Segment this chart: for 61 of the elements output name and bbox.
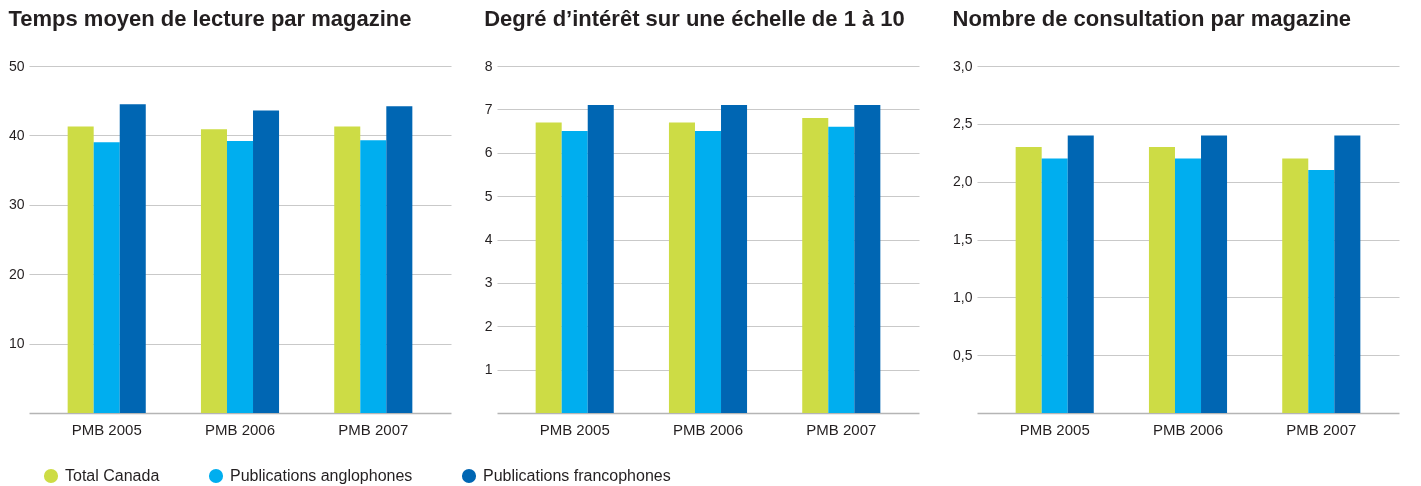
y-tick-label: 3 (484, 274, 493, 291)
bar (360, 140, 387, 413)
y-tick-label: 30 (8, 196, 25, 213)
bar (1174, 158, 1202, 413)
y-tick-label: 20 (8, 265, 25, 282)
chart-title: Nombre de consultation par magazine (952, 6, 1352, 31)
y-tick-label: 2 (484, 317, 493, 334)
bar (386, 106, 413, 413)
bar (93, 142, 120, 413)
x-tick-label: PMB 2007 (1286, 420, 1357, 438)
bar (1308, 170, 1335, 413)
x-tick-label: PMB 2006 (672, 420, 744, 438)
bar (1067, 135, 1094, 413)
y-tick-label: 2,5 (953, 115, 973, 132)
bar (1334, 135, 1361, 413)
bar (828, 126, 855, 413)
bar (200, 129, 227, 413)
bar (67, 126, 94, 413)
x-tick-label: PMB 2005 (539, 420, 610, 438)
y-tick-label: 3,0 (953, 57, 973, 74)
chart-title: Degré d’intérêt sur une échelle de 1 à 10 (484, 6, 905, 31)
legend-label: Publications anglophones (230, 467, 413, 484)
bar (119, 104, 146, 413)
x-tick-label: PMB 2007 (806, 420, 877, 438)
bar (1148, 146, 1175, 413)
y-tick-label: 10 (8, 335, 25, 352)
bar (334, 126, 361, 413)
legend-label: Publications francophones (483, 467, 671, 484)
bar (561, 131, 588, 413)
bar (1041, 158, 1068, 413)
y-tick-label: 6 (484, 144, 493, 161)
bar (721, 105, 748, 413)
legend-label: Total Canada (65, 467, 160, 484)
y-tick-label: 1 (484, 361, 493, 378)
bar (1282, 158, 1309, 413)
x-tick-label: PMB 2006 (1152, 420, 1224, 438)
bar (802, 118, 829, 413)
x-tick-label: PMB 2007 (338, 420, 409, 438)
bar (226, 140, 254, 413)
bar (253, 110, 280, 413)
bar (694, 131, 722, 413)
bar (1015, 146, 1042, 413)
y-tick-label: 40 (8, 126, 25, 143)
bar (668, 122, 695, 413)
y-tick-label: 2,0 (953, 173, 973, 190)
y-tick-label: 0,5 (953, 346, 973, 363)
y-tick-label: 5 (484, 187, 493, 204)
y-tick-label: 4 (484, 231, 493, 247)
chart-title: Temps moyen de lecture par magazine (8, 6, 412, 31)
y-tick-label: 50 (8, 57, 25, 74)
y-tick-label: 8 (484, 57, 493, 74)
x-tick-label: PMB 2005 (71, 420, 142, 438)
bar (1201, 135, 1228, 413)
y-tick-label: 1,0 (953, 288, 973, 305)
bar (854, 105, 881, 413)
x-tick-label: PMB 2005 (1019, 420, 1090, 438)
bar (535, 122, 562, 413)
y-tick-label: 7 (484, 100, 493, 117)
bar (587, 105, 614, 413)
y-tick-label: 1,5 (953, 231, 973, 247)
x-tick-label: PMB 2006 (204, 420, 276, 438)
